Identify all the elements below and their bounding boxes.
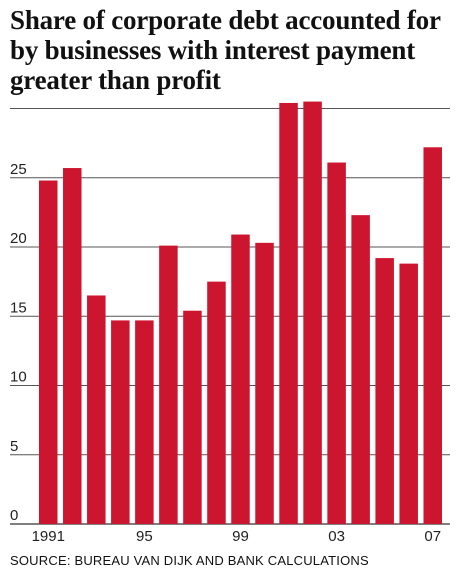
y-tick-label: 25 (10, 161, 27, 178)
bar (63, 168, 82, 524)
y-tick-label: 5 (10, 438, 18, 455)
y-tick-label: 10 (10, 369, 27, 386)
bar (207, 281, 226, 524)
y-tick-label: 15 (10, 299, 27, 316)
y-tick-label: 20 (10, 230, 27, 247)
bar (183, 310, 202, 524)
bar (231, 234, 250, 524)
chart-title: Share of corporate debt accounted for by… (10, 5, 441, 95)
bar (303, 101, 322, 524)
bar (399, 263, 418, 524)
bar (111, 320, 130, 524)
x-axis-ticks: 1991 95 99 03 07 (32, 528, 442, 545)
bar (375, 258, 394, 524)
bar (135, 320, 154, 524)
bars (39, 101, 442, 525)
bar (255, 242, 274, 524)
y-tick-label: 0 (10, 507, 18, 524)
source-note: SOURCE: BUREAU VAN DIJK AND BANK CALCULA… (10, 553, 369, 568)
x-tick-label: 1991 (32, 528, 65, 545)
bar (351, 215, 370, 524)
bar (423, 147, 442, 524)
bar (87, 295, 106, 524)
x-tick-label: 07 (424, 528, 441, 545)
bar (159, 245, 178, 525)
x-tick-label: 99 (232, 528, 249, 545)
y-axis-ticks: 0 5 10 15 20 25 (10, 161, 27, 524)
bar (279, 102, 298, 525)
bar (39, 180, 58, 524)
bar (327, 162, 346, 524)
x-tick-label: 95 (136, 528, 153, 545)
x-tick-label: 03 (328, 528, 345, 545)
